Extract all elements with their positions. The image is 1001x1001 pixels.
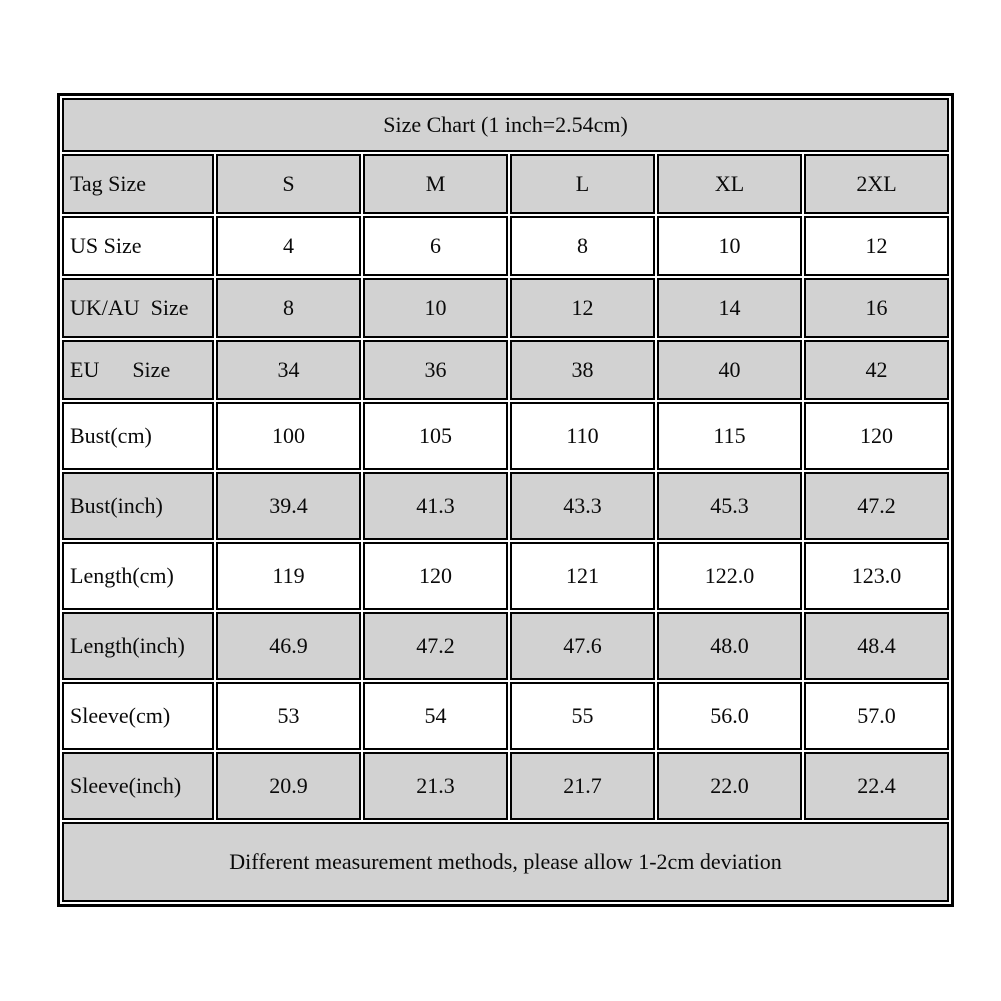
table-row-length-cm: Length(cm) 119 120 121 122.0 123.0 [62, 542, 950, 610]
table-cell: 10 [363, 278, 508, 338]
table-cell: 6 [363, 216, 508, 276]
table-cell: 8 [510, 216, 655, 276]
table-row-sleeve-cm: Sleeve(cm) 53 54 55 56.0 57.0 [62, 682, 950, 750]
row-label-length-inch: Length(inch) [62, 612, 214, 680]
table-cell: 40 [657, 340, 802, 400]
table-cell: 48.4 [804, 612, 950, 680]
table-row-eu-size: EU Size 34 36 38 40 42 [62, 340, 950, 400]
table-cell: 42 [804, 340, 950, 400]
row-label-bust-cm: Bust(cm) [62, 402, 214, 470]
table-cell: 43.3 [510, 472, 655, 540]
table-cell: 22.4 [804, 752, 950, 820]
table-cell: 41.3 [363, 472, 508, 540]
row-label-bust-inch: Bust(inch) [62, 472, 214, 540]
table-cell: 47.2 [363, 612, 508, 680]
table-cell: 105 [363, 402, 508, 470]
table-cell: 55 [510, 682, 655, 750]
table-cell: 34 [216, 340, 361, 400]
table-cell: 21.7 [510, 752, 655, 820]
table-cell: 14 [657, 278, 802, 338]
table-cell: 16 [804, 278, 950, 338]
table-cell: 47.2 [804, 472, 950, 540]
row-label-uk-au-size: UK/AU Size [62, 278, 214, 338]
table-cell: 22.0 [657, 752, 802, 820]
table-cell: 56.0 [657, 682, 802, 750]
table-cell: 53 [216, 682, 361, 750]
table-cell: 8 [216, 278, 361, 338]
row-label-sleeve-cm: Sleeve(cm) [62, 682, 214, 750]
table-cell: 21.3 [363, 752, 508, 820]
table-cell: 12 [510, 278, 655, 338]
header-size-xl: XL [657, 154, 802, 214]
table-cell: 10 [657, 216, 802, 276]
table-cell: 122.0 [657, 542, 802, 610]
table-cell: 115 [657, 402, 802, 470]
header-size-s: S [216, 154, 361, 214]
table-row-uk-au-size: UK/AU Size 8 10 12 14 16 [62, 278, 950, 338]
header-size-m: M [363, 154, 508, 214]
table-cell: 123.0 [804, 542, 950, 610]
row-label-eu-size: EU Size [62, 340, 214, 400]
table-cell: 47.6 [510, 612, 655, 680]
table-cell: 39.4 [216, 472, 361, 540]
table-cell: 38 [510, 340, 655, 400]
measurement-note: Different measurement methods, please al… [62, 822, 950, 902]
table-cell: 119 [216, 542, 361, 610]
row-label-us-size: US Size [62, 216, 214, 276]
header-row: Tag Size S M L XL 2XL [62, 154, 950, 214]
size-chart-table: Size Chart (1 inch=2.54cm) Tag Size S M … [57, 93, 955, 907]
table-row-sleeve-inch: Sleeve(inch) 20.9 21.3 21.7 22.0 22.4 [62, 752, 950, 820]
table-cell: 48.0 [657, 612, 802, 680]
table-cell: 120 [804, 402, 950, 470]
table-cell: 4 [216, 216, 361, 276]
footer-row: Different measurement methods, please al… [62, 822, 950, 902]
table-cell: 110 [510, 402, 655, 470]
table-cell: 12 [804, 216, 950, 276]
row-label-sleeve-inch: Sleeve(inch) [62, 752, 214, 820]
table-cell: 45.3 [657, 472, 802, 540]
table-cell: 57.0 [804, 682, 950, 750]
table-cell: 120 [363, 542, 508, 610]
table-cell: 100 [216, 402, 361, 470]
title-row: Size Chart (1 inch=2.54cm) [62, 98, 950, 152]
header-size-l: L [510, 154, 655, 214]
header-tag-size: Tag Size [62, 154, 214, 214]
table-cell: 36 [363, 340, 508, 400]
table-title: Size Chart (1 inch=2.54cm) [62, 98, 950, 152]
table-cell: 54 [363, 682, 508, 750]
table-row-bust-inch: Bust(inch) 39.4 41.3 43.3 45.3 47.2 [62, 472, 950, 540]
row-label-length-cm: Length(cm) [62, 542, 214, 610]
table-row-bust-cm: Bust(cm) 100 105 110 115 120 [62, 402, 950, 470]
table-cell: 46.9 [216, 612, 361, 680]
header-size-2xl: 2XL [804, 154, 950, 214]
table-cell: 121 [510, 542, 655, 610]
table-row-us-size: US Size 4 6 8 10 12 [62, 216, 950, 276]
table-row-length-inch: Length(inch) 46.9 47.2 47.6 48.0 48.4 [62, 612, 950, 680]
table-cell: 20.9 [216, 752, 361, 820]
